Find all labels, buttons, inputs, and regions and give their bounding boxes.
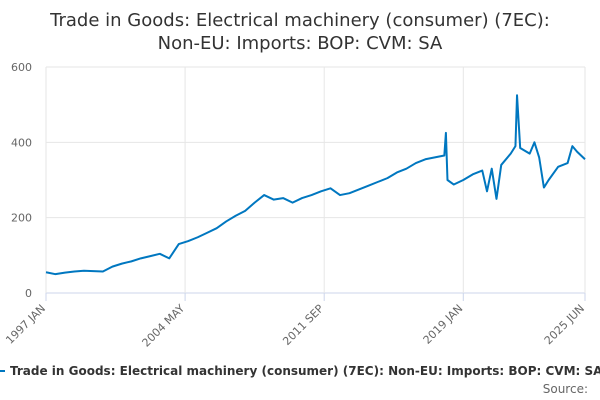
- y-axis-ticks: 0 200 400 600: [11, 61, 32, 300]
- chart-title-line-2: Non-EU: Imports: BOP: CVM: SA: [158, 33, 443, 54]
- gridlines: [45, 66, 586, 294]
- y-tick-label: 400: [11, 136, 32, 149]
- y-tick-label: 0: [25, 287, 32, 300]
- x-tick-label: 2004 MAY: [140, 302, 188, 350]
- legend[interactable]: Trade in Goods: Electrical machinery (co…: [0, 364, 600, 378]
- legend-entry[interactable]: Trade in Goods: Electrical machinery (co…: [10, 364, 600, 378]
- x-axis-ticks: 1997 JAN 2004 MAY 2011 SEP 2019 JAN 2025 JUN: [3, 293, 587, 350]
- y-tick-label: 600: [11, 61, 32, 74]
- x-tick-label: 2019 JAN: [421, 302, 466, 347]
- y-tick-label: 200: [11, 212, 32, 225]
- x-tick-label: 2011 SEP: [280, 302, 326, 348]
- x-tick-label: 1997 JAN: [3, 302, 48, 347]
- x-tick-label: 2025 JUN: [542, 302, 587, 347]
- series-line: [45, 94, 586, 276]
- source-label: Source:: [543, 382, 588, 396]
- chart-title-line-1: Trade in Goods: Electrical machinery (co…: [49, 10, 550, 31]
